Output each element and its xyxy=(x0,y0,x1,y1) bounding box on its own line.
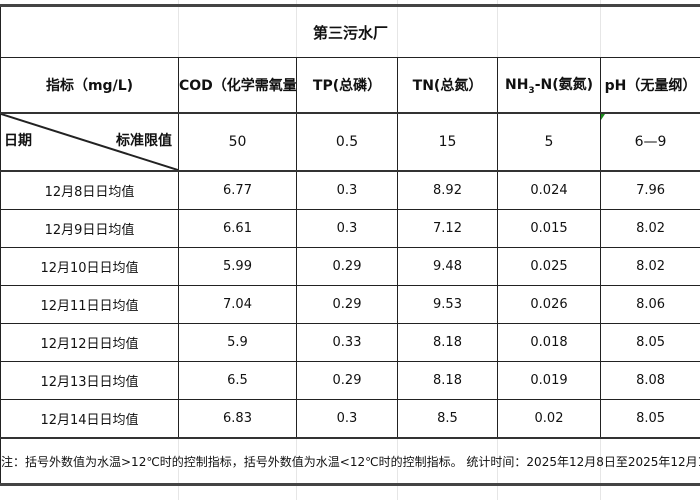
table-row: 12月9日日均值 6.61 0.3 7.12 0.015 8.02 xyxy=(0,209,700,248)
header-ph[interactable]: pH（无量纲） xyxy=(599,57,700,114)
table-row: 12月10日日均值 5.99 0.29 9.48 0.025 8.02 xyxy=(0,247,700,286)
limit-tp[interactable]: 0.5 xyxy=(296,112,398,172)
value-ph[interactable]: 7.96 xyxy=(599,170,700,210)
nh3-main: NH xyxy=(504,77,529,94)
water-quality-table: 第三污水厂 指标（mg/L) COD（化学需氧量） TP(总磷） TN(总氮） … xyxy=(0,4,700,486)
nh3-sub: 3 xyxy=(528,85,535,96)
date-cell[interactable]: 12月11日日均值 xyxy=(0,285,179,324)
nh3-rest: -N(氨氮) xyxy=(534,77,594,94)
date-cell[interactable]: 12月10日日均值 xyxy=(0,247,179,286)
value-cod[interactable]: 7.04 xyxy=(178,285,297,324)
value-cod[interactable]: 6.83 xyxy=(178,399,297,439)
table-row: 12月12日日均值 5.9 0.33 8.18 0.018 8.05 xyxy=(0,323,700,362)
value-cod[interactable]: 6.61 xyxy=(178,209,297,248)
date-label: 日期 xyxy=(4,133,32,149)
value-ph[interactable]: 8.05 xyxy=(599,323,700,362)
value-tn[interactable]: 8.18 xyxy=(397,361,498,400)
standard-row: 日期 标准限值 50 0.5 15 5 6—9 xyxy=(0,112,700,172)
value-nh3n[interactable]: 0.019 xyxy=(497,361,601,400)
value-cod[interactable]: 5.9 xyxy=(178,323,297,362)
value-tn[interactable]: 8.5 xyxy=(397,399,498,439)
value-nh3n[interactable]: 0.024 xyxy=(497,170,601,210)
limit-ph[interactable]: 6—9 xyxy=(599,112,700,172)
diagonal-line xyxy=(1,114,178,169)
header-indicator[interactable]: 指标（mg/L) xyxy=(0,57,179,114)
header-tn[interactable]: TN(总氮） xyxy=(397,57,498,114)
value-cod[interactable]: 6.77 xyxy=(178,170,297,210)
date-cell[interactable]: 12月8日日均值 xyxy=(0,170,179,210)
value-tp[interactable]: 0.3 xyxy=(296,399,398,439)
table-row: 12月14日日均值 6.83 0.3 8.5 0.02 8.05 xyxy=(0,399,700,439)
value-nh3n[interactable]: 0.018 xyxy=(497,323,601,362)
date-cell[interactable]: 12月13日日均值 xyxy=(0,361,179,400)
diagonal-header-cell[interactable]: 日期 标准限值 xyxy=(0,112,179,172)
value-tn[interactable]: 8.92 xyxy=(397,170,498,210)
value-ph[interactable]: 8.02 xyxy=(599,247,700,286)
value-ph[interactable]: 8.08 xyxy=(599,361,700,400)
value-nh3n[interactable]: 0.015 xyxy=(497,209,601,248)
value-tp[interactable]: 0.3 xyxy=(296,209,398,248)
value-ph[interactable]: 8.02 xyxy=(599,209,700,248)
table-row: 12月11日日均值 7.04 0.29 9.53 0.026 8.06 xyxy=(0,285,700,324)
header-cod[interactable]: COD（化学需氧量） xyxy=(178,57,297,114)
table-row: 12月13日日均值 6.5 0.29 8.18 0.019 8.08 xyxy=(0,361,700,400)
value-tp[interactable]: 0.3 xyxy=(296,170,398,210)
value-cod[interactable]: 6.5 xyxy=(178,361,297,400)
date-cell[interactable]: 12月14日日均值 xyxy=(0,399,179,439)
value-nh3n[interactable]: 0.025 xyxy=(497,247,601,286)
header-row: 指标（mg/L) COD（化学需氧量） TP(总磷） TN(总氮） NH3-N(… xyxy=(0,57,700,114)
value-nh3n[interactable]: 0.02 xyxy=(497,399,601,439)
note-cell[interactable]: 注：括号外数值为水温>12℃时的控制指标，括号外数值为水温<12℃时的控制指标。… xyxy=(0,437,700,486)
header-nh3n[interactable]: NH3-N(氨氮) xyxy=(497,57,601,114)
value-tp[interactable]: 0.33 xyxy=(296,323,398,362)
value-tn[interactable]: 8.18 xyxy=(397,323,498,362)
value-cod[interactable]: 5.99 xyxy=(178,247,297,286)
limit-tn[interactable]: 15 xyxy=(397,112,498,172)
value-ph[interactable]: 8.05 xyxy=(599,399,700,439)
limit-label: 标准限值 xyxy=(116,133,172,149)
value-tp[interactable]: 0.29 xyxy=(296,285,398,324)
limit-nh3n[interactable]: 5 xyxy=(497,112,601,172)
value-nh3n[interactable]: 0.026 xyxy=(497,285,601,324)
date-cell[interactable]: 12月9日日均值 xyxy=(0,209,179,248)
limit-cod[interactable]: 50 xyxy=(178,112,297,172)
value-ph[interactable]: 8.06 xyxy=(599,285,700,324)
value-tp[interactable]: 0.29 xyxy=(296,361,398,400)
value-tp[interactable]: 0.29 xyxy=(296,247,398,286)
value-tn[interactable]: 9.53 xyxy=(397,285,498,324)
date-cell[interactable]: 12月12日日均值 xyxy=(0,323,179,362)
value-tn[interactable]: 7.12 xyxy=(397,209,498,248)
table-title[interactable]: 第三污水厂 xyxy=(0,4,700,58)
value-tn[interactable]: 9.48 xyxy=(397,247,498,286)
table-row: 12月8日日均值 6.77 0.3 8.92 0.024 7.96 xyxy=(0,170,700,210)
header-tp[interactable]: TP(总磷） xyxy=(296,57,398,114)
